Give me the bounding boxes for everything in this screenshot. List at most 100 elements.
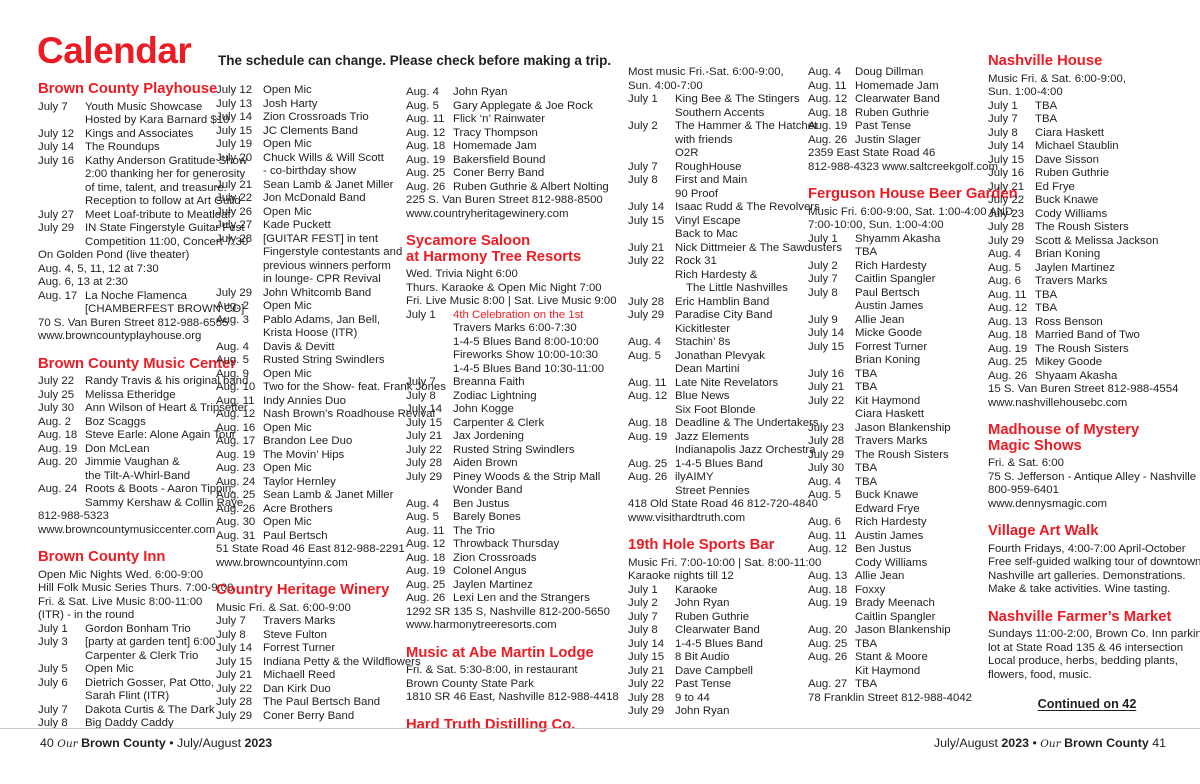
event-description: Chuck Wills & Will Scott <box>263 151 384 164</box>
event-date: Aug. 4 <box>808 66 841 78</box>
event-row: Aug. 20 Jason Blankenship <box>808 624 988 638</box>
event-date: Aug. 26 <box>808 651 848 663</box>
info-line: www.browncountymusiccenter.com <box>38 523 216 536</box>
venue-section: Sycamore Saloon at Harmony Tree Resorts We… <box>406 233 617 633</box>
venue-section: Country Heritage Winery Music Fri. & Sat.… <box>216 582 421 723</box>
info-line: Fri. & Sat. Live Music 8:00-11:00 <box>38 595 203 608</box>
event-row: July 14 Micke Goode <box>808 327 988 341</box>
event-row: July 21 TBA <box>808 381 988 395</box>
event-continuation: Ciara Haskett <box>808 408 988 422</box>
event-row: Aug. 4 Davis & Devitt <box>216 341 402 355</box>
event-date: July 1 <box>628 583 658 596</box>
event-description: Flick ‘n’ Rainwater <box>453 113 545 125</box>
event-description: Clearwater Band <box>675 624 760 636</box>
event-description: Colonel Angus <box>453 565 527 577</box>
event-row: Aug. 19 The Roush Sisters <box>988 343 1184 357</box>
event-description: Homemade Jam <box>453 140 537 152</box>
venue-section: Continued on 42 <box>988 697 1184 712</box>
event-row: Aug. 11 Austin James <box>808 530 988 544</box>
event-row: Aug. 13 Allie Jean <box>808 570 988 584</box>
event-date: July 14 <box>628 637 665 650</box>
event-date: July 21 <box>216 669 253 681</box>
event-row: Aug. 11 The Trio <box>406 525 600 539</box>
event-description: Gordon Bonham Trio <box>85 622 191 635</box>
event-description: Steve Earle: Alone Again Tour <box>85 429 236 441</box>
calendar-column-4: Most music Fri.-Sat. 6:00-9:00, Sun. 4:00… <box>628 66 842 719</box>
event-row: Aug. 4 John Ryan <box>406 86 600 100</box>
venue-heading: Country Heritage Winery <box>216 582 390 598</box>
event-row: Aug. 4 Brian Koning <box>988 248 1184 262</box>
event-row: Aug. 26 Lexi Len and the Strangers <box>406 592 600 606</box>
event-row: Aug. 4 TBA <box>808 476 988 490</box>
event-description: Jax Jordening <box>453 430 524 442</box>
event-description: [GUITAR FEST] in tent <box>263 232 378 245</box>
event-continuation: Fireworks Show 10:00-10:30 <box>406 349 600 363</box>
event-description: Eric Hamblin Band <box>675 295 770 308</box>
event-description: Aiden Brown <box>453 457 518 469</box>
event-date: Aug. 24 <box>38 483 78 495</box>
issue-month: July/August <box>933 736 998 750</box>
event-continuation: O2R <box>628 147 814 161</box>
event-description: Travers Marks <box>1035 275 1108 287</box>
event-description: 1-4-5 Blues Band 10:30-11:00 <box>453 362 605 375</box>
event-row: July 1 Gordon Bonham Trio <box>38 623 214 637</box>
event-date: July 22 <box>628 255 665 267</box>
event-description: Zion Crossroads Trio <box>263 111 369 123</box>
event-description: TBA <box>855 367 878 380</box>
event-description: Josh Harty <box>263 97 318 110</box>
event-description: Karaoke <box>675 583 718 596</box>
event-date: July 14 <box>988 140 1025 152</box>
event-row: July 9 Allie Jean <box>808 314 988 328</box>
event-date: July 16 <box>988 167 1025 179</box>
event-description: Travers Marks <box>855 435 928 447</box>
event-row: Aug. 11 Homemade Jam <box>808 80 988 94</box>
event-row: Aug. 19 Colonel Angus <box>406 565 600 579</box>
event-date: July 27 <box>38 208 75 221</box>
event-description: Past Tense <box>855 120 912 132</box>
venue-heading: Brown County Playhouse <box>38 81 218 97</box>
event-description: Buck Knawe <box>1035 194 1099 206</box>
event-date: Aug. 19 <box>216 448 256 461</box>
event-row: July 7 Ruben Guthrie <box>628 611 814 625</box>
event-row: Aug. 18 Married Band of Two <box>988 329 1184 343</box>
event-continuation: The Little Nashvilles <box>628 282 814 296</box>
brand-name: Brown County <box>1064 736 1149 750</box>
info-line: flowers, food, music. <box>988 668 1092 681</box>
event-description: Throwback Thursday <box>453 538 560 550</box>
event-date: Aug. 4 <box>216 340 249 353</box>
event-date: July 15 <box>628 214 665 227</box>
venue-section: Nashville House Music Fri. & Sat. 6:00-9:… <box>988 53 1184 410</box>
event-row: July 16 Ruben Guthrie <box>988 167 1184 181</box>
event-description: Barely Bones <box>453 511 521 523</box>
event-date: July 28 <box>216 232 253 245</box>
info-line: 1292 SR 135 S, Nashville 812-200-5650 <box>406 605 610 618</box>
event-row: July 16 TBA <box>808 368 988 382</box>
event-date: July 1 <box>406 308 436 321</box>
event-date: July 8 <box>628 624 658 636</box>
event-date: July 2 <box>808 259 838 272</box>
event-description: Boz Scaggs <box>85 415 146 428</box>
event-date: July 8 <box>628 174 658 186</box>
info-line: Fri. & Sat. 6:00 <box>988 457 1064 469</box>
event-row: Aug. 11 Late Nite Revelators <box>628 377 814 391</box>
event-date: Aug. 10 <box>216 381 256 393</box>
event-date: July 14 <box>808 327 845 339</box>
event-date: July 9 <box>808 313 838 326</box>
info-line: www.countryheritagewinery.com <box>406 207 569 220</box>
event-date: Aug. 12 <box>406 126 446 139</box>
event-row: July 22 Jon McDonald Band <box>216 192 402 206</box>
event-continuation: Six Foot Blonde <box>628 404 814 418</box>
event-continuation: the Tilt-A-Whirl-Band <box>38 470 214 484</box>
venue-section: Aug. 4 Doug Dillman Aug. 11 Homemade Jam Aug… <box>808 66 998 174</box>
info-line: Fri. & Sat. 5:30-8:00, in restaurant <box>406 664 578 676</box>
event-row: Aug. 24 Roots & Boots - Aaron Tippin, <box>38 483 234 497</box>
event-date: Aug. 18 <box>988 329 1028 341</box>
event-description: 90 Proof <box>675 187 719 200</box>
event-description: Ed Frye <box>1035 180 1075 193</box>
event-description: King Bee & The Stingers <box>675 93 800 105</box>
issue-year: 2023 <box>244 736 273 750</box>
info-line: lot at State Road 135 & 46 intersection <box>988 641 1184 654</box>
venue-heading: Madhouse of Mystery <box>988 422 1140 438</box>
event-description: John Ryan <box>453 86 508 98</box>
event-date: Aug. 18 <box>38 429 78 441</box>
